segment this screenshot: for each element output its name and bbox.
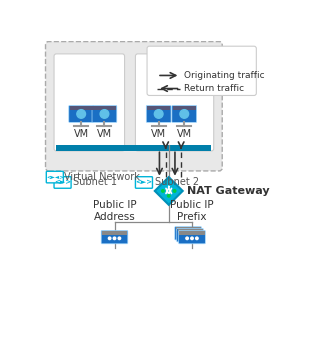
Circle shape xyxy=(108,237,111,240)
Circle shape xyxy=(100,109,109,118)
Bar xyxy=(173,106,196,109)
Bar xyxy=(56,145,211,151)
Text: <►◄>: <►◄> xyxy=(46,175,64,180)
Bar xyxy=(93,106,116,109)
Text: <►>: <►> xyxy=(54,180,71,186)
Circle shape xyxy=(77,109,86,118)
Text: Return traffic: Return traffic xyxy=(184,84,244,93)
FancyBboxPatch shape xyxy=(54,177,71,188)
Text: VM: VM xyxy=(74,129,89,139)
Bar xyxy=(178,230,203,233)
FancyBboxPatch shape xyxy=(175,227,201,240)
Bar xyxy=(70,106,93,109)
Polygon shape xyxy=(155,177,183,205)
Bar xyxy=(180,231,205,235)
Circle shape xyxy=(154,109,163,118)
Circle shape xyxy=(118,237,121,240)
Circle shape xyxy=(167,194,170,197)
Circle shape xyxy=(180,109,189,118)
FancyBboxPatch shape xyxy=(147,46,256,96)
FancyBboxPatch shape xyxy=(101,231,128,244)
Text: Subnet 2: Subnet 2 xyxy=(155,177,199,187)
Bar xyxy=(102,231,127,235)
FancyBboxPatch shape xyxy=(135,177,152,188)
Text: VM: VM xyxy=(151,129,166,139)
Circle shape xyxy=(196,237,198,240)
FancyBboxPatch shape xyxy=(172,105,197,122)
Text: Virtual Network: Virtual Network xyxy=(64,172,140,182)
FancyBboxPatch shape xyxy=(146,105,171,122)
Circle shape xyxy=(191,237,193,240)
Text: Public IP
Address: Public IP Address xyxy=(93,200,136,222)
FancyBboxPatch shape xyxy=(135,54,214,151)
Text: Public IP
Prefix: Public IP Prefix xyxy=(170,200,214,222)
FancyBboxPatch shape xyxy=(45,41,222,171)
Circle shape xyxy=(113,237,116,240)
Text: VM: VM xyxy=(177,129,192,139)
Circle shape xyxy=(162,190,164,192)
FancyBboxPatch shape xyxy=(179,231,205,244)
Text: Subnet 1: Subnet 1 xyxy=(74,177,117,187)
Text: Originating traffic: Originating traffic xyxy=(184,71,265,80)
Bar xyxy=(176,227,201,231)
FancyBboxPatch shape xyxy=(177,228,203,242)
Text: NAT Gateway: NAT Gateway xyxy=(187,186,269,196)
FancyBboxPatch shape xyxy=(92,105,117,122)
Bar xyxy=(147,106,170,109)
Circle shape xyxy=(186,237,188,240)
Text: VM: VM xyxy=(97,129,112,139)
Text: <►>: <►> xyxy=(135,180,152,186)
FancyBboxPatch shape xyxy=(54,54,125,151)
FancyBboxPatch shape xyxy=(46,171,63,183)
FancyBboxPatch shape xyxy=(69,105,94,122)
Circle shape xyxy=(173,190,176,192)
